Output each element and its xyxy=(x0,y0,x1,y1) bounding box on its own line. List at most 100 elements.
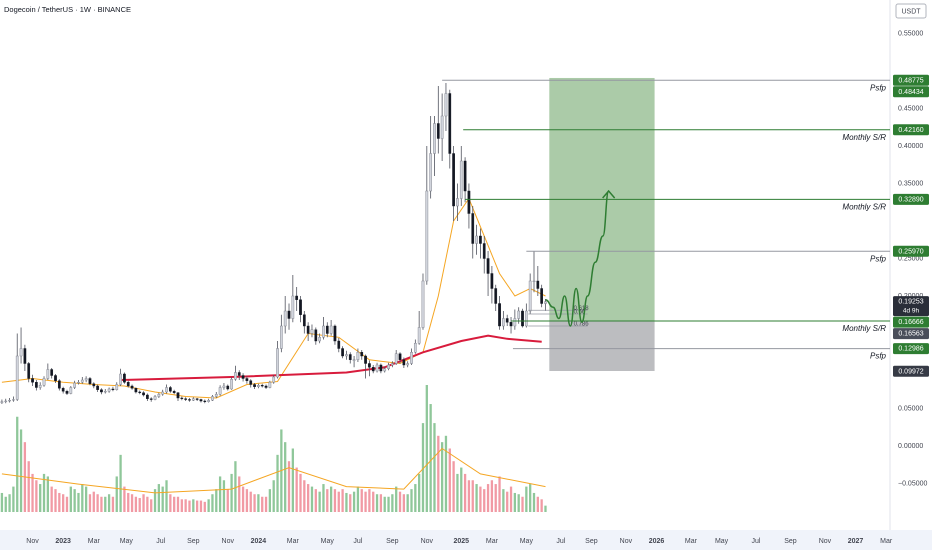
volume-bar xyxy=(276,454,279,512)
volume-bar xyxy=(218,476,222,512)
level-label: Psfp xyxy=(870,352,887,361)
price-badge xyxy=(893,124,929,136)
candle-body xyxy=(352,359,356,361)
candle-body xyxy=(318,337,321,342)
candle-body xyxy=(253,384,256,387)
x-tick-label: Sep xyxy=(585,538,598,545)
y-tick-label: 0.40000 xyxy=(898,143,923,150)
volume-bar xyxy=(73,489,76,512)
volume-bar xyxy=(387,496,390,512)
x-tick-label: 2024 xyxy=(251,538,267,545)
candle-body xyxy=(249,380,253,385)
volume-bar xyxy=(295,467,298,512)
volume-bar xyxy=(46,476,49,512)
position-loss xyxy=(549,320,655,371)
candle-body xyxy=(498,303,501,327)
volume-bar xyxy=(107,494,111,512)
volume-bar xyxy=(303,480,306,512)
volume-bar xyxy=(506,491,509,512)
candle-body xyxy=(61,388,65,392)
volume-bar xyxy=(115,476,118,512)
volume-bar xyxy=(414,484,417,512)
volume-bar xyxy=(207,499,210,512)
volume-bar xyxy=(314,489,317,512)
volume-bar xyxy=(379,494,383,512)
volume-bar xyxy=(272,480,275,512)
candle-body xyxy=(207,400,210,402)
volume-bar xyxy=(81,484,84,512)
candle-body xyxy=(456,198,459,207)
volume-bar xyxy=(69,486,72,512)
candle-body xyxy=(310,329,314,334)
volume-bar xyxy=(433,423,436,512)
candle-body xyxy=(463,160,467,192)
volume-bar xyxy=(238,476,241,512)
price-badge-label: 0.19253 xyxy=(898,299,923,306)
x-tick-label: Jul xyxy=(752,538,761,545)
candle-body xyxy=(65,391,69,394)
x-tick-label: May xyxy=(715,538,729,545)
candle-body xyxy=(505,318,509,323)
volume-bar xyxy=(153,489,157,512)
volume-bar xyxy=(529,484,532,512)
x-tick-label: Mar xyxy=(88,538,101,545)
candle-body xyxy=(490,273,494,289)
volume-bar xyxy=(517,494,520,512)
volume-bar xyxy=(19,429,23,512)
volume-ma xyxy=(1,447,546,494)
y-tick-label: −0.05000 xyxy=(898,480,927,487)
volume-bar xyxy=(452,461,455,512)
volume-bar xyxy=(471,480,474,512)
x-tick-label: 2026 xyxy=(649,538,665,545)
candle-body xyxy=(322,325,325,338)
candle-body xyxy=(134,388,138,393)
volume-bar xyxy=(341,489,344,512)
volume-bar xyxy=(215,489,218,512)
candle-body xyxy=(214,394,218,397)
moving-average xyxy=(120,334,542,381)
candle-body xyxy=(165,387,168,393)
volume-bar xyxy=(521,496,524,512)
volume-bar xyxy=(12,486,15,512)
x-tick-label: May xyxy=(321,538,335,545)
volume-bar xyxy=(410,489,413,512)
volume-bar xyxy=(437,435,440,512)
volume-bar xyxy=(88,494,92,512)
price-badge xyxy=(893,74,929,86)
volume-bar xyxy=(475,484,478,512)
volume-bar xyxy=(463,473,467,512)
candle-body xyxy=(46,369,50,379)
candle-body xyxy=(12,399,15,401)
price-badge xyxy=(893,193,929,205)
candle-body xyxy=(295,295,299,300)
candle-body xyxy=(226,385,230,390)
x-tick-label: Jul xyxy=(156,538,165,545)
candle-body xyxy=(4,400,8,403)
volume-bar xyxy=(142,494,145,512)
candle-body xyxy=(157,394,161,397)
x-tick-label: 2027 xyxy=(848,538,864,545)
candle-body xyxy=(364,355,367,364)
price-badge xyxy=(893,296,929,317)
candle-body xyxy=(528,280,532,312)
x-tick-label: May xyxy=(520,538,534,545)
volume-bar xyxy=(241,486,245,512)
volume-bar xyxy=(456,473,459,512)
volume-bar xyxy=(111,496,115,512)
candle-body xyxy=(172,391,176,393)
volume-bar xyxy=(150,499,153,512)
volume-bar xyxy=(460,467,463,512)
candle-body xyxy=(379,364,383,372)
candle-body xyxy=(111,388,115,391)
projection-arrow xyxy=(602,189,616,199)
currency: USDT xyxy=(901,8,921,15)
level-label: Monthly S/R xyxy=(842,133,886,142)
volume-bar xyxy=(406,494,409,512)
candle-body xyxy=(325,325,329,334)
volume-bar xyxy=(356,486,360,512)
x-tick-label: Mar xyxy=(685,538,698,545)
x-tick-label: Jul xyxy=(353,538,362,545)
volume-bar xyxy=(226,489,229,512)
volume-bar xyxy=(84,486,88,512)
x-tick-label: Sep xyxy=(187,538,200,545)
